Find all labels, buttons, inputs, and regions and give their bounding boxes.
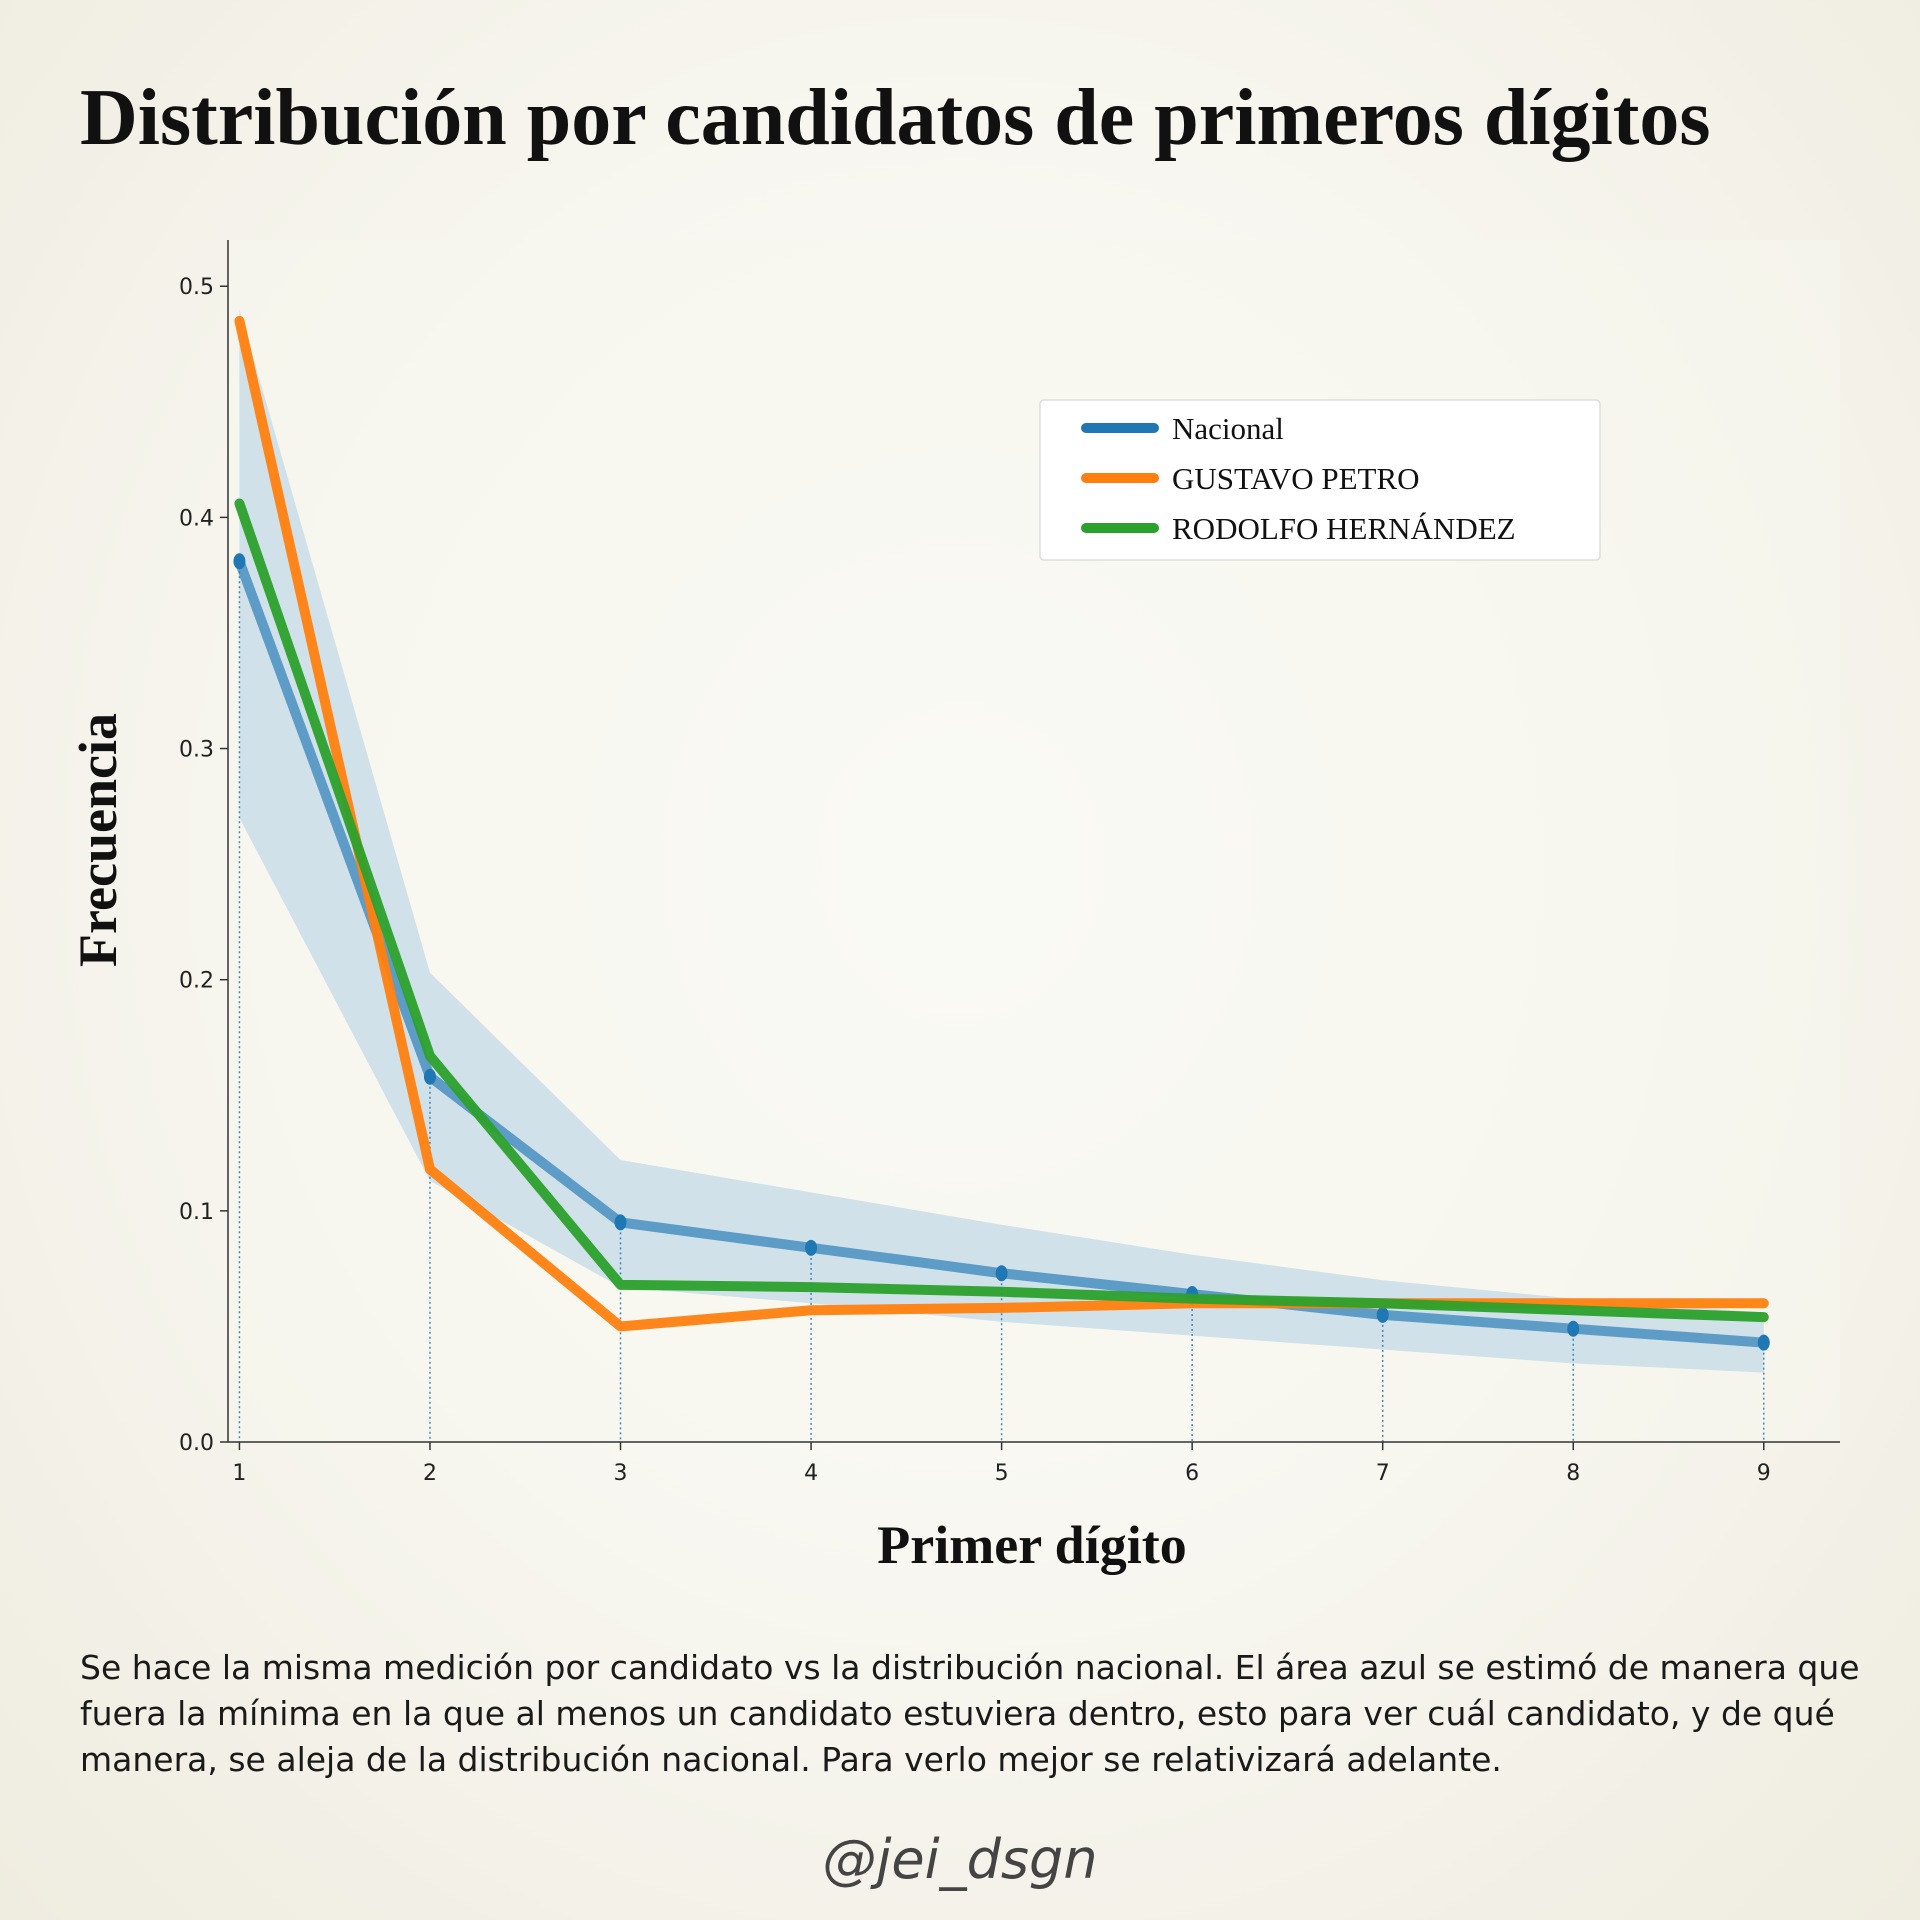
x-tick-label-7: 7 <box>1376 1461 1390 1486</box>
x-tick-label-8: 8 <box>1566 1461 1580 1486</box>
point-nacional-9 <box>1757 1334 1770 1351</box>
series-line-rodolfo-hernandez <box>234 498 1769 1323</box>
credit-handle: @jei_dsgn <box>822 1828 1098 1891</box>
legend-box <box>1039 399 1601 561</box>
series-lines <box>233 315 1770 1351</box>
y-tick-label-0.0: 0.0 <box>179 1431 214 1456</box>
x-axis-label: Primer dígito <box>877 1515 1186 1575</box>
page-title: Distribución por candidatos de primeros … <box>80 74 1711 162</box>
y-tick-label-0.2: 0.2 <box>179 969 214 994</box>
x-tick-label-5: 5 <box>995 1461 1009 1486</box>
point-nacional-5 <box>995 1265 1008 1282</box>
y-tick-label-0.3: 0.3 <box>179 738 214 763</box>
point-nacional-8 <box>1567 1320 1580 1337</box>
point-nacional-3 <box>614 1214 627 1231</box>
x-tick-label-3: 3 <box>614 1461 628 1486</box>
y-tick-label-0.1: 0.1 <box>179 1200 214 1225</box>
point-nacional-2 <box>423 1068 436 1085</box>
chart: 0.0 0.1 0.2 0.3 0.4 0.5 1 2 3 4 5 6 7 8 9 Primer dígit… <box>68 240 1840 1575</box>
point-nacional-4 <box>805 1239 818 1256</box>
x-tick-label-1: 1 <box>232 1461 246 1486</box>
vertical-guides <box>238 561 1765 1442</box>
legend: Nacional GUSTAVO PETRO RODOLFO HERNÁNDEZ <box>1039 399 1601 561</box>
legend-label-2: RODOLFO HERNÁNDEZ <box>1172 511 1516 546</box>
point-nacional-1 <box>233 553 246 570</box>
axes: 0.0 0.1 0.2 0.3 0.4 0.5 1 2 3 4 5 6 7 8 9 <box>179 240 1840 1486</box>
x-tick-label-2: 2 <box>423 1461 437 1486</box>
caption: Se hace la misma medición por candidato … <box>80 1648 1860 1779</box>
legend-label-0: Nacional <box>1172 411 1284 446</box>
x-tick-label-6: 6 <box>1185 1461 1199 1486</box>
legend-label-1: GUSTAVO PETRO <box>1172 461 1420 496</box>
point-nacional-7 <box>1376 1306 1389 1323</box>
y-axis-label: Frecuencia <box>68 713 128 967</box>
y-tick-label-0.4: 0.4 <box>179 506 214 531</box>
x-tick-label-4: 4 <box>804 1461 818 1486</box>
x-tick-label-9: 9 <box>1757 1461 1771 1486</box>
y-tick-label-0.5: 0.5 <box>179 275 214 300</box>
